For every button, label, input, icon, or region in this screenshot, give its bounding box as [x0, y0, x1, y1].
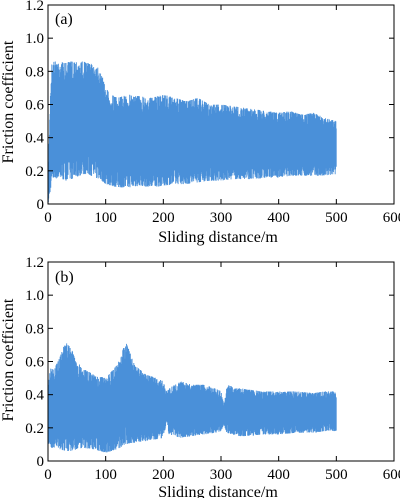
- chart-panel-a: Friction coefficient Sliding distance/m …: [0, 0, 400, 246]
- chart-b-x-tick-1: 100: [94, 467, 117, 483]
- chart-a-plot-area: 0 100 200 300 400 500 600 0 0.2 0.4 0.6 0.8 1.0 1.2: [25, 0, 400, 226]
- chart-a-x-tick-1: 100: [94, 210, 117, 226]
- chart-a-x-tick-3: 300: [210, 210, 233, 226]
- chart-a-y-tick-3: 0.6: [25, 98, 44, 114]
- chart-b-y-tick-1: 0.2: [25, 421, 44, 437]
- chart-b-x-tick-3: 300: [210, 467, 233, 483]
- chart-b-x-tick-2: 200: [152, 467, 175, 483]
- chart-b-ylabel: Friction coefficient: [0, 298, 17, 421]
- chart-a-panel-label: (a): [55, 11, 73, 28]
- chart-b-series-0: [47, 343, 337, 453]
- chart-a-x-tick-4: 400: [267, 210, 290, 226]
- chart-b-y-tick-4: 0.8: [25, 321, 44, 337]
- chart-b-y-tick-2: 0.4: [25, 388, 44, 404]
- chart-a-series-0: [47, 61, 337, 203]
- chart-b-x-tick-6: 600: [383, 467, 400, 483]
- chart-b-plot-area: 0 100 200 300 400 500 600 0 0.2 0.4 0.6 0.8 1.0 1.2: [25, 255, 400, 483]
- chart-b-y-tick-0: 0: [37, 454, 45, 470]
- chart-a-x-tick-5: 500: [325, 210, 348, 226]
- chart-a-x-tick-2: 200: [152, 210, 175, 226]
- chart-b-y-tick-5: 1.0: [25, 288, 44, 304]
- chart-a-xlabel: Sliding distance/m: [158, 229, 278, 246]
- chart-b-x-tick-0: 0: [44, 467, 52, 483]
- chart-b-x-tick-4: 400: [267, 467, 290, 483]
- chart-b-x-tick-5: 500: [325, 467, 348, 483]
- chart-b-panel-label: (b): [55, 269, 74, 286]
- chart-a-y-tick-5: 1.0: [25, 31, 44, 47]
- chart-a-y-tick-4: 0.8: [25, 64, 44, 80]
- chart-a-ylabel: Friction coefficient: [0, 40, 17, 163]
- chart-b-y-tick-6: 1.2: [25, 255, 44, 271]
- chart-panel-b: Friction coefficient Sliding distance/m …: [0, 255, 400, 498]
- chart-b-xlabel: Sliding distance/m: [158, 484, 278, 498]
- chart-b-y-tick-3: 0.6: [25, 355, 44, 371]
- chart-a-y-tick-0: 0: [37, 197, 45, 213]
- chart-a-x-tick-0: 0: [44, 210, 52, 226]
- chart-a-y-tick-1: 0.2: [25, 164, 44, 180]
- chart-a-y-tick-6: 1.2: [25, 0, 44, 14]
- chart-a-y-tick-2: 0.4: [25, 131, 44, 147]
- chart-a-x-tick-6: 600: [383, 210, 400, 226]
